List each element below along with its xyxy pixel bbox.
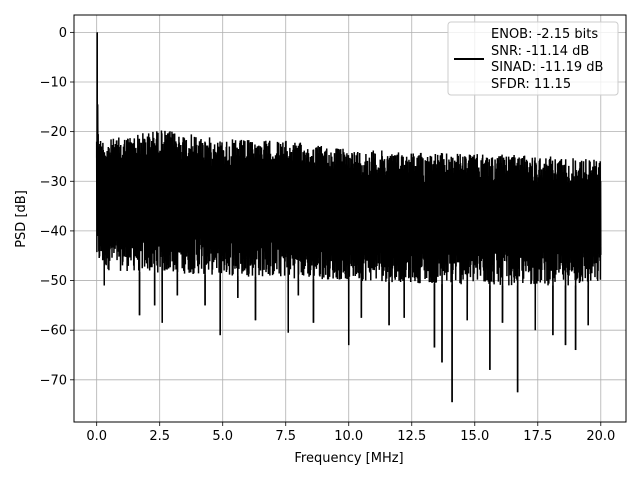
legend-line-sfdr: SFDR: 11.15: [491, 77, 571, 92]
y-tick-label: −10: [40, 76, 67, 91]
y-tick-label: −20: [40, 125, 67, 140]
y-tick-label: −40: [40, 224, 67, 239]
y-axis-label: PSD [dB]: [14, 190, 29, 248]
x-axis-ticks: 0.0 2.5 5.0 7.5 10.0 12.5 15.0 17.5 20.0: [86, 422, 615, 444]
x-tick-label: 0.0: [86, 429, 107, 444]
legend-line-enob: ENOB: -2.15 bits: [491, 27, 598, 42]
y-tick-label: 0: [59, 26, 67, 41]
x-tick-label: 2.5: [149, 429, 170, 444]
y-tick-label: −50: [40, 274, 67, 289]
legend-line-snr: SNR: -11.14 dB: [491, 44, 589, 59]
x-tick-label: 12.5: [397, 429, 426, 444]
x-tick-label: 10.0: [334, 429, 363, 444]
x-tick-label: 20.0: [586, 429, 615, 444]
x-tick-label: 15.0: [460, 429, 489, 444]
y-tick-label: −70: [40, 373, 67, 388]
x-axis-label: Frequency [MHz]: [294, 451, 403, 466]
legend: ENOB: -2.15 bits SNR: -11.14 dB SINAD: -…: [447, 21, 619, 96]
x-tick-label: 5.0: [212, 429, 233, 444]
x-tick-label: 17.5: [523, 429, 552, 444]
plot-data: [95, 32, 602, 403]
legend-box: [447, 21, 619, 96]
y-axis-ticks: 0 −10 −20 −30 −40 −50 −60 −70: [40, 26, 74, 388]
legend-line-sinad: SINAD: -11.19 dB: [491, 60, 603, 75]
x-tick-label: 7.5: [275, 429, 296, 444]
axes-frame: [73, 14, 627, 423]
psd-trace-group: [95, 32, 602, 403]
y-tick-label: −60: [40, 324, 67, 339]
psd-trace: [95, 32, 602, 403]
y-tick-label: −30: [40, 175, 67, 190]
